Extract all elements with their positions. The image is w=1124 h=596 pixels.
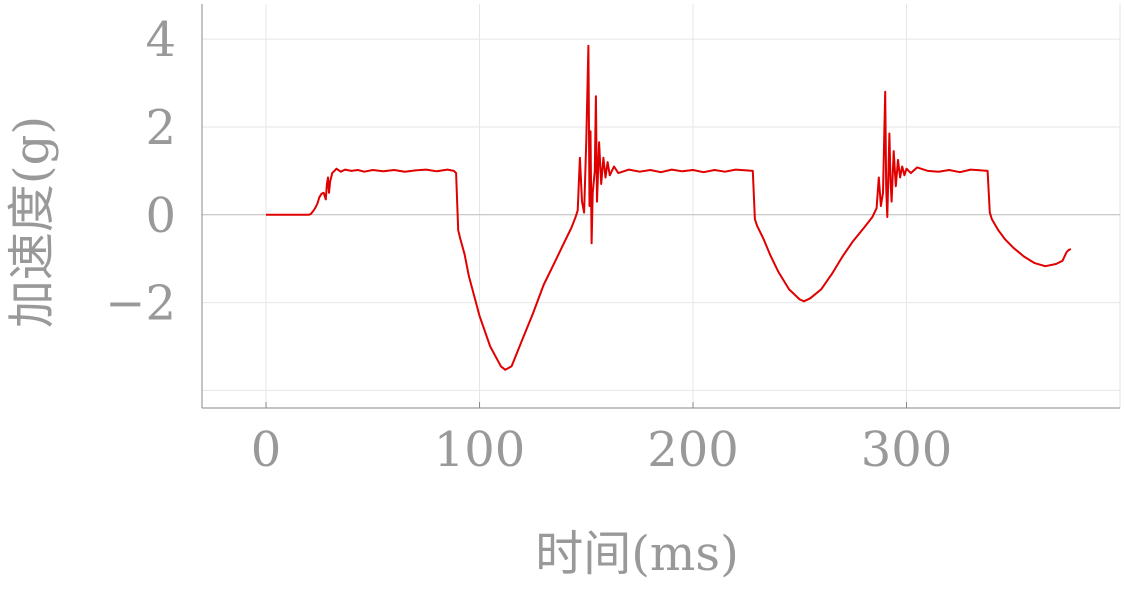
y-tick-label: 2 <box>145 100 176 156</box>
y-axis-title: 加速度(g) <box>4 116 60 328</box>
grid <box>201 4 1121 408</box>
x-tick-label: 100 <box>434 422 526 478</box>
y-tick-label: 0 <box>145 188 176 244</box>
x-tick-label: 300 <box>861 422 953 478</box>
y-tick-label: −2 <box>105 276 176 332</box>
series-group <box>266 44 1072 371</box>
x-tick-label: 0 <box>251 422 282 478</box>
acceleration-series-line <box>266 44 1072 371</box>
y-tick-label: 4 <box>145 12 176 68</box>
axes <box>202 402 1120 409</box>
tick-labels: 0 100 200 300 4 2 0 −2 <box>105 12 952 478</box>
x-axis-title: 时间(ms) <box>535 526 739 582</box>
x-tick-label: 200 <box>647 422 739 478</box>
